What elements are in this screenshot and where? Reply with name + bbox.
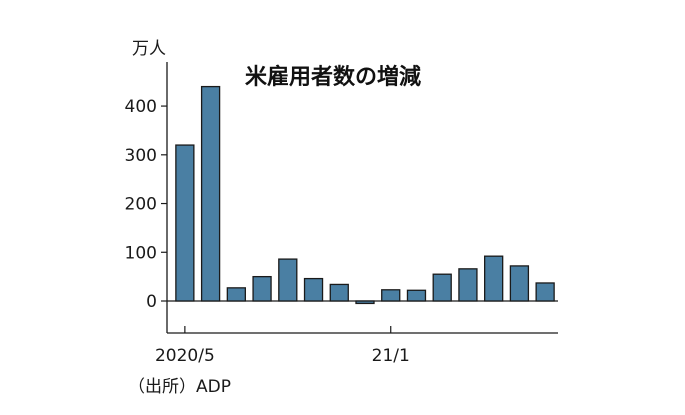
x-tick-label: 21/1 (372, 346, 410, 366)
bar-2020-10 (303, 277, 324, 302)
y-tick-label: 400 (125, 97, 157, 117)
bar-2020-12 (355, 300, 375, 305)
y-unit-label: 万人 (132, 39, 166, 59)
bar-2021-7 (535, 282, 555, 302)
x-tick-group: 2020/5 21/1 (155, 326, 410, 366)
y-tick-label: 0 (146, 292, 157, 312)
bar-2020-8 (252, 275, 272, 302)
bar-2020-11 (329, 283, 349, 302)
bar-2021-4 (458, 268, 478, 302)
source-note: （出所）ADP (128, 377, 231, 397)
bar-2021-5 (484, 255, 504, 302)
bar-2021-6 (509, 265, 530, 302)
bar-2020-5 (175, 144, 195, 302)
y-tick-label: 100 (125, 243, 157, 263)
bar-2020-6 (200, 85, 221, 302)
y-tick-label: 200 (125, 195, 157, 215)
x-tick-label: 2020/5 (155, 346, 215, 366)
bar-2021-2 (406, 289, 427, 302)
bar-2021-3 (432, 273, 452, 302)
bar-21-1 (381, 289, 401, 302)
bar-2020-7 (226, 287, 246, 302)
chart-title: 米雇用者数の増減 (245, 64, 421, 90)
y-tick-group: 0 100 200 300 400 (125, 97, 167, 312)
bar-group (175, 85, 555, 305)
bar-2020-9 (278, 258, 298, 302)
y-tick-label: 300 (125, 146, 157, 166)
